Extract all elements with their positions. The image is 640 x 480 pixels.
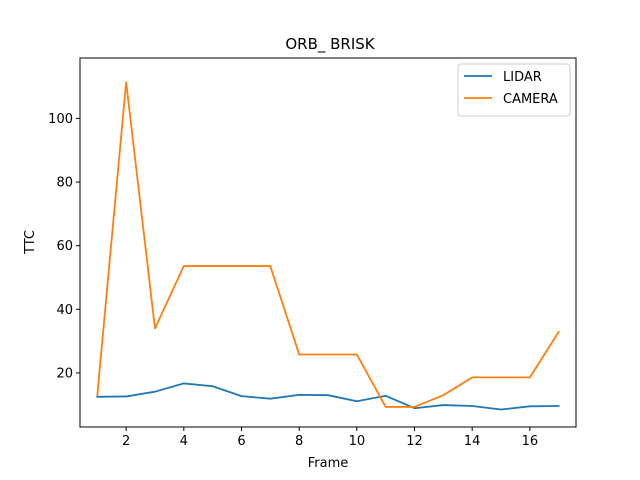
y-tick-label: 100 — [48, 112, 73, 127]
plot-area: 2 4 6 8 10 12 14 16 20 40 60 80 100 — [48, 57, 577, 449]
y-axis-label: TTC — [23, 230, 38, 255]
x-tick-label: 16 — [522, 434, 539, 449]
y-tick-label: 20 — [56, 366, 73, 381]
legend: LIDAR CAMERA — [457, 63, 571, 117]
legend-box — [457, 63, 571, 117]
x-tick-label: 2 — [122, 434, 130, 449]
y-tick-label: 80 — [56, 176, 73, 191]
x-tick-label: 8 — [295, 434, 303, 449]
x-tick-label: 4 — [180, 434, 188, 449]
chart-title: ORB_ BRISK — [285, 35, 375, 54]
legend-label-lidar: LIDAR — [503, 70, 542, 85]
series-line-lidar — [96, 382, 560, 411]
x-tick-label: 14 — [464, 434, 481, 449]
x-axis-label: Frame — [308, 456, 349, 471]
legend-label-camera: CAMERA — [503, 92, 558, 107]
series-line-camera — [96, 81, 560, 408]
x-tick-label: 10 — [349, 434, 366, 449]
y-tick-label: 60 — [56, 239, 73, 254]
y-tick-label: 40 — [56, 303, 73, 318]
axes-frame — [79, 57, 577, 428]
x-tick-label: 6 — [237, 434, 245, 449]
x-tick-label: 12 — [406, 434, 423, 449]
